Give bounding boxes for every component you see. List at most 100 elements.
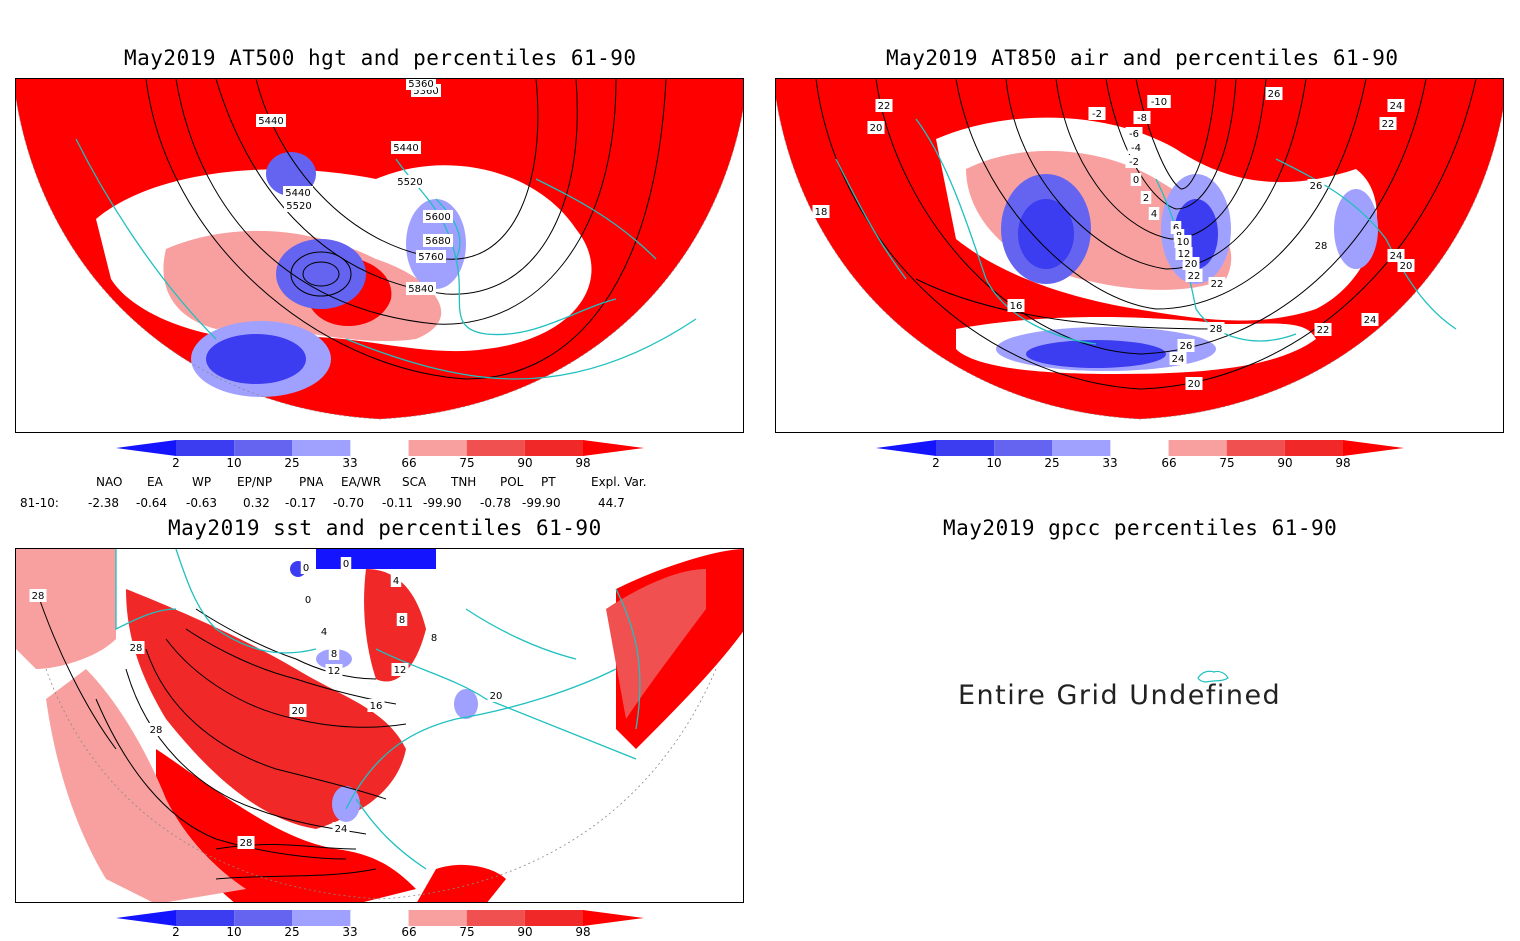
anomaly-blue-3 bbox=[1334, 189, 1378, 269]
contour-label-bg bbox=[332, 822, 350, 835]
map-panel-sst: 28 28 28 0 0 0 4 4 8 8 12 12 16 20 24 28 8 20 bbox=[15, 548, 744, 903]
teleconnection-table: NAO EA WP EP/NP PNA EA/WR SCA TNH POL PT… bbox=[0, 475, 760, 515]
cbar3-label: 75 bbox=[459, 925, 475, 939]
contour-label: 5440 bbox=[258, 116, 283, 127]
row-label: 81-10: bbox=[20, 496, 59, 510]
colorbar-arrow-high bbox=[583, 440, 644, 456]
ocean-red-main bbox=[126, 589, 406, 829]
contour-label: 20 bbox=[870, 123, 883, 134]
contour-label: 8 bbox=[399, 615, 405, 626]
contour-label: -10 bbox=[1151, 97, 1167, 108]
index-value: -99.90 bbox=[522, 496, 561, 510]
contour-label: 5680 bbox=[425, 236, 450, 247]
cbar1-label: 2 bbox=[172, 456, 180, 470]
contour-label: 22 bbox=[1211, 279, 1224, 290]
colorbar-segment bbox=[466, 440, 525, 456]
contour-label-bg bbox=[1307, 179, 1325, 192]
cbar3-label: 90 bbox=[517, 925, 533, 939]
contour-label-bg bbox=[390, 574, 402, 587]
anomaly-blue-low-1-core bbox=[206, 334, 306, 384]
contour-labels-air850: 22201816-2-10-8-6-4-20246810122022262624… bbox=[812, 87, 1415, 390]
colorbar-segment bbox=[1168, 440, 1227, 456]
contour-label: -2 bbox=[1129, 157, 1139, 168]
colorbar-segment bbox=[408, 440, 467, 456]
colorbar-arrow-low bbox=[876, 440, 936, 456]
colorbar-segment bbox=[408, 910, 467, 926]
contour-label-bg bbox=[256, 114, 286, 127]
contour-label: 4 bbox=[393, 576, 399, 587]
contour-label: 18 bbox=[815, 207, 828, 218]
index-name: SCA bbox=[402, 475, 427, 489]
contour-label: 16 bbox=[370, 701, 383, 712]
cbar2-label: 25 bbox=[1044, 456, 1060, 470]
contour-label: 22 bbox=[1188, 271, 1201, 282]
index-value: 0.32 bbox=[243, 496, 270, 510]
colorbar-air850 bbox=[876, 440, 1404, 456]
panel-title-gpcc: May2019 gpcc percentiles 61-90 bbox=[943, 516, 1338, 540]
index-name: PT bbox=[541, 475, 556, 489]
contour-label-bg bbox=[1387, 99, 1405, 112]
contour-label: 8 bbox=[331, 649, 337, 660]
index-value: -0.17 bbox=[285, 496, 317, 510]
colorbar-segment bbox=[234, 910, 293, 926]
colorbar-labels-hgt500: 2 10 25 33 66 75 90 98 bbox=[116, 456, 646, 472]
sst-blue-spot-2 bbox=[454, 689, 478, 719]
contour-label: 28 bbox=[32, 591, 45, 602]
index-value: -0.63 bbox=[186, 496, 218, 510]
contour-label: -6 bbox=[1129, 129, 1139, 140]
colorbar-labels-air850: 2 10 25 33 66 75 90 98 bbox=[876, 456, 1406, 472]
colorbar-segment bbox=[524, 440, 583, 456]
map-sst-svg bbox=[16, 549, 743, 902]
contour-label: 16 bbox=[1010, 301, 1023, 312]
colorbar-arrow-low bbox=[116, 440, 176, 456]
index-name: PNA bbox=[299, 475, 324, 489]
sst-red-bottom bbox=[417, 864, 506, 902]
contour-label-bg bbox=[1148, 207, 1160, 220]
contour-label-bg bbox=[867, 121, 885, 134]
contour-label: 5360 bbox=[413, 86, 438, 97]
contour-label-bg bbox=[1177, 339, 1195, 352]
contour-label-bg bbox=[1185, 269, 1203, 282]
index-value: -2.38 bbox=[88, 496, 120, 510]
contour-label-bg bbox=[325, 664, 343, 677]
contour-label: 28 bbox=[130, 643, 143, 654]
north-atlantic-red bbox=[364, 569, 426, 682]
colorbar-segment bbox=[1052, 440, 1111, 456]
index-name: POL bbox=[500, 475, 524, 489]
contour-label: 5520 bbox=[397, 177, 422, 188]
ocean-red-lower bbox=[156, 749, 416, 902]
contour-label-bg bbox=[395, 175, 425, 188]
contour-label-bg bbox=[1175, 247, 1193, 260]
contour-label-bg bbox=[300, 561, 312, 574]
contour-label-bg bbox=[237, 836, 255, 849]
colorbar-arrow-low bbox=[116, 910, 176, 926]
contour-label: 28 bbox=[150, 725, 163, 736]
hemisphere-boundary bbox=[776, 98, 1503, 420]
contour-label-bg bbox=[1007, 299, 1025, 312]
contour-label: 0 bbox=[303, 563, 309, 574]
index-value: -0.78 bbox=[480, 496, 512, 510]
contour-label-bg bbox=[487, 689, 505, 702]
anomaly-blue-4-core bbox=[1026, 340, 1166, 368]
contour-label-bg bbox=[289, 704, 307, 717]
contour-label: 24 bbox=[335, 824, 348, 835]
contour-label: 24 bbox=[1390, 251, 1403, 262]
cbar2-label: 2 bbox=[932, 456, 940, 470]
contour-label-bg bbox=[406, 79, 436, 90]
cbar2-label: 75 bbox=[1219, 456, 1235, 470]
cbar2-label: 90 bbox=[1277, 456, 1293, 470]
colorbar-segment bbox=[1226, 440, 1285, 456]
contour-label: 26 bbox=[1268, 89, 1281, 100]
contour-label: 20 bbox=[1185, 259, 1198, 270]
colorbar-labels-sst: 2 10 25 33 66 75 90 98 bbox=[116, 925, 646, 941]
colorbar-hgt500 bbox=[116, 440, 644, 456]
index-value: -0.64 bbox=[136, 496, 168, 510]
contour-label: 20 bbox=[490, 691, 503, 702]
contour-label-bg bbox=[1314, 323, 1332, 336]
contour-label: 22 bbox=[1382, 119, 1395, 130]
hemisphere-boundary bbox=[45, 668, 717, 900]
colorbar-segment bbox=[936, 440, 995, 456]
contour-label: 24 bbox=[1364, 315, 1377, 326]
contour-label: 5760 bbox=[418, 252, 443, 263]
contour-label: 5520 bbox=[286, 201, 311, 212]
